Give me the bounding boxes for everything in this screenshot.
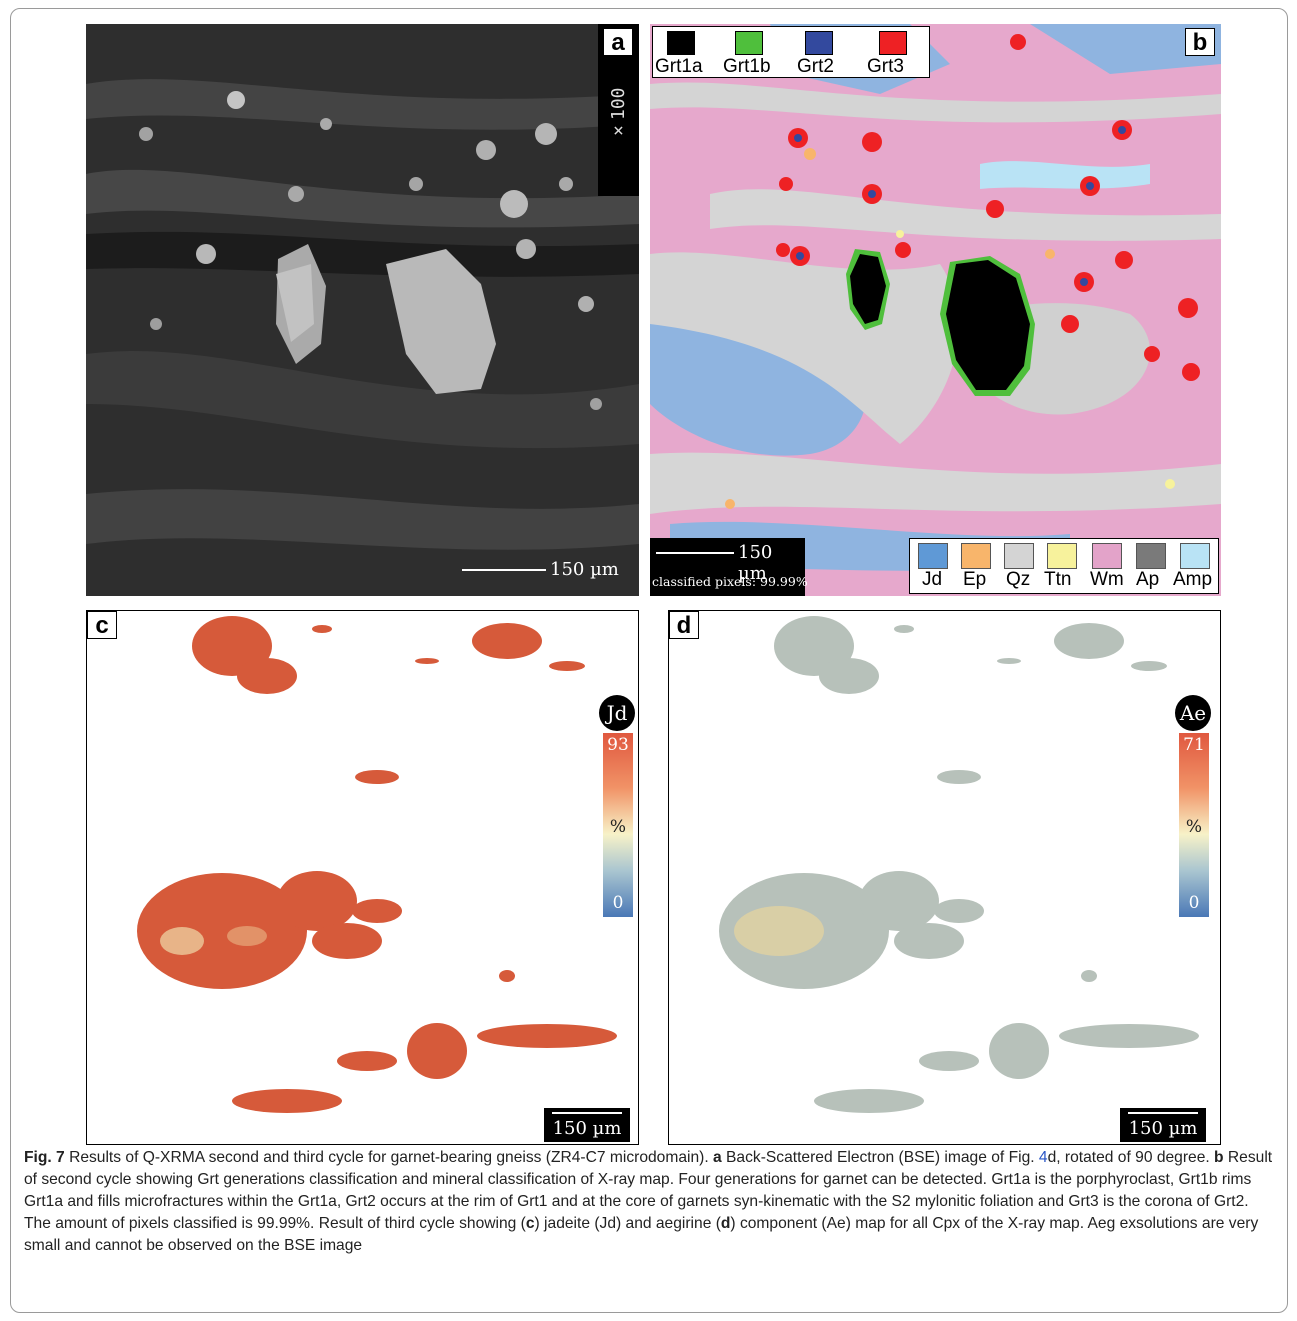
colorbar-unit: %	[1185, 817, 1203, 837]
scale-bar-text: 150 µm	[738, 542, 773, 584]
caption-panel-ref: c	[525, 1215, 535, 1232]
garnet-legend: Grt1a Grt1b Grt2 Grt3	[652, 26, 930, 78]
scale-bar-text: 150 µm	[1128, 1118, 1198, 1139]
panel-label-d: d	[669, 611, 699, 639]
legend-swatch-ap	[1136, 543, 1166, 569]
classification-map	[650, 24, 1221, 596]
aegirine-map-panel: d Ae 71 % 0 150 µm	[668, 610, 1221, 1145]
colorbar-label-ae: Ae	[1175, 695, 1211, 731]
legend-label-grt3: Grt3	[867, 56, 904, 77]
legend-label-grt2: Grt2	[797, 56, 834, 77]
legend-swatch-grt1b	[735, 31, 763, 55]
colorbar-unit: %	[609, 817, 627, 837]
figure-caption: Fig. 7 Results of Q-XRMA second and thir…	[24, 1147, 1276, 1257]
legend-label-ttn: Ttn	[1044, 569, 1072, 590]
mineral-legend: Jd Ep Qz Ttn Wm Ap Amp	[909, 538, 1219, 594]
colorbar-max: 93	[607, 735, 629, 755]
scale-bar-text: 150 µm	[550, 559, 619, 580]
colorbar-jd	[603, 733, 633, 917]
caption-text: ) jadeite (Jd) and aegirine (	[534, 1215, 721, 1232]
legend-label-ep: Ep	[963, 569, 987, 590]
scale-bar-c: 150 µm	[544, 1108, 630, 1142]
legend-swatch-jd	[918, 543, 948, 569]
legend-label-amp: Amp	[1173, 569, 1213, 590]
caption-panel-ref: b	[1214, 1149, 1224, 1166]
colorbar-ae	[1179, 733, 1209, 917]
bse-image	[86, 24, 639, 596]
legend-label-qz: Qz	[1006, 569, 1031, 590]
colorbar-min: 0	[1188, 893, 1200, 913]
classification-map-panel: Grt1a Grt1b Grt2 Grt3 b 150 µm classifie…	[650, 24, 1221, 596]
caption-text: Back-Scattered Electron (BSE) image of F…	[721, 1149, 1039, 1166]
scale-bar-a: 150 µm	[462, 559, 632, 581]
scale-bar-line	[1128, 1112, 1198, 1114]
panel-label-a: a	[603, 28, 633, 56]
scale-bar-d: 150 µm	[1120, 1108, 1206, 1142]
caption-panel-ref: d	[720, 1215, 731, 1232]
legend-swatch-qz	[1004, 543, 1034, 569]
colorbar-min: 0	[612, 893, 624, 913]
jadeite-map-panel: c Jd 93 % 0 150 µm	[86, 610, 639, 1145]
aegirine-map	[719, 616, 1199, 1113]
jadeite-map	[137, 616, 617, 1113]
caption-text: Result of second cycle showing Grt gener…	[24, 1149, 1273, 1232]
figure-ref-link[interactable]: 4	[1038, 1149, 1048, 1166]
scale-bar-line	[462, 569, 546, 571]
caption-panel-ref: a	[713, 1149, 722, 1166]
legend-label-wm: Wm	[1090, 569, 1124, 590]
classified-pixels-text: classified pixels: 99.99%	[652, 574, 808, 589]
legend-swatch-grt3	[879, 31, 907, 55]
caption-text: ) component (Ae) map for all Cpx of the …	[24, 1215, 1259, 1254]
figure-number: Fig. 7	[24, 1149, 65, 1166]
scale-bar-line	[552, 1112, 622, 1114]
legend-swatch-ep	[961, 543, 991, 569]
legend-swatch-wm	[1092, 543, 1122, 569]
legend-label-ap: Ap	[1136, 569, 1160, 590]
caption-text: Results of Q-XRMA second and third cycle…	[64, 1149, 714, 1166]
colorbar-max: 71	[1183, 735, 1205, 755]
colorbar-label-jd: Jd	[599, 695, 635, 731]
figure-frame	[10, 8, 1288, 1313]
panel-label-b: b	[1185, 28, 1215, 56]
scale-bar-line	[656, 552, 734, 554]
legend-swatch-grt2	[805, 31, 833, 55]
legend-label-grt1b: Grt1b	[723, 56, 771, 77]
bse-image-panel: a ×100 150 µm	[86, 24, 639, 596]
legend-swatch-ttn	[1047, 543, 1077, 569]
caption-text: d, rotated of 90 degree.	[1047, 1149, 1215, 1166]
legend-label-jd: Jd	[922, 569, 943, 590]
legend-label-grt1a: Grt1a	[655, 56, 703, 77]
scale-bar-b: 150 µm classified pixels: 99.99%	[650, 538, 808, 596]
legend-swatch-grt1a	[667, 31, 695, 55]
magnification-label: ×100	[608, 87, 629, 141]
scale-bar-text: 150 µm	[552, 1118, 622, 1139]
panel-label-c: c	[87, 611, 117, 639]
legend-swatch-amp	[1180, 543, 1210, 569]
